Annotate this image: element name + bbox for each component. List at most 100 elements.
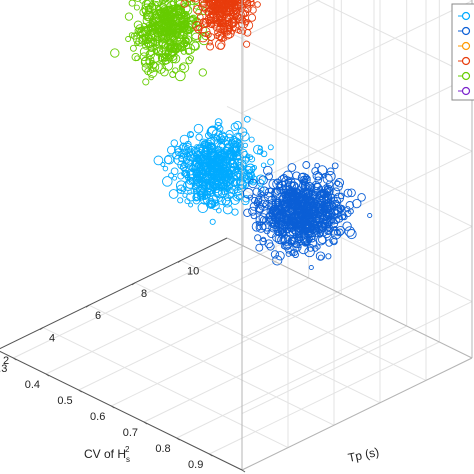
- data-point-series-0: [234, 150, 240, 157]
- data-point-series-1: [347, 188, 356, 198]
- data-point-series-3: [243, 18, 250, 25]
- data-point-series-4: [174, 70, 186, 82]
- data-point-series-0: [153, 155, 164, 166]
- data-point-series-1: [308, 223, 315, 230]
- data-point-series-1: [337, 210, 347, 221]
- x-tick-label-0: 0.3: [0, 363, 7, 375]
- axis-panes: [0, 238, 472, 470]
- grid-line-wall-right-h-1: [226, 105, 473, 227]
- grid-line-floor-tp-4: [180, 259, 427, 381]
- data-point-series-3: [222, 25, 232, 35]
- legend-marker-4: [461, 71, 471, 81]
- data-point-series-0: [218, 187, 228, 198]
- data-point-series-4: [165, 29, 173, 37]
- data-point-series-1: [343, 188, 353, 198]
- data-point-series-1: [301, 189, 311, 199]
- data-point-series-1: [274, 233, 286, 245]
- data-point-series-3: [198, 1, 209, 12]
- grid-line-wall-right-h-4: [469, 0, 473, 2]
- data-point-series-0: [184, 152, 192, 160]
- data-point-series-0: [217, 171, 227, 180]
- data-point-series-0: [207, 157, 217, 168]
- data-point-series-1: [254, 195, 263, 204]
- data-point-series-3: [214, 19, 222, 27]
- x-tick-mark-5: [176, 437, 180, 441]
- data-point-series-0: [175, 180, 187, 192]
- legend-marker-0: [461, 11, 471, 21]
- data-point-series-4: [151, 0, 162, 7]
- data-point-series-0: [235, 178, 247, 189]
- grid-line-floor-tp-1: [42, 327, 289, 449]
- data-point-series-1: [300, 181, 310, 190]
- data-point-series-0: [204, 173, 213, 182]
- x-tick-mark-6: [209, 453, 213, 457]
- data-point-series-1: [345, 201, 355, 210]
- data-point-series-1: [287, 236, 296, 246]
- data-point-series-4: [142, 78, 150, 86]
- data-point-series-4: [180, 48, 188, 55]
- data-point-series-0: [224, 157, 231, 164]
- data-point-series-3: [180, 0, 189, 8]
- data-point-series-3: [250, 1, 256, 7]
- data-point-series-4: [178, 9, 186, 17]
- data-point-series-4: [141, 56, 151, 66]
- data-point-series-1: [263, 165, 273, 176]
- data-point-series-4: [184, 37, 190, 43]
- data-point-series-1: [277, 219, 288, 231]
- box-edge-right-floor: [226, 237, 473, 359]
- grid-line-floor-cv-4: [143, 309, 375, 423]
- data-point-series-3: [235, 0, 243, 4]
- data-point-series-1: [298, 243, 309, 255]
- legend-marker-1: [461, 26, 471, 36]
- data-point-series-1: [285, 246, 292, 254]
- data-point-series-0: [216, 168, 223, 175]
- data-point-series-1: [253, 199, 261, 207]
- data-point-series-1: [248, 206, 258, 216]
- data-point-series-1: [255, 243, 264, 252]
- data-point-series-3: [245, 0, 255, 7]
- data-point-series-1: [326, 167, 335, 176]
- data-point-series-1: [291, 211, 299, 219]
- data-point-series-0: [267, 144, 274, 151]
- data-point-series-1: [319, 204, 324, 210]
- data-point-series-4: [153, 38, 163, 48]
- data-point-series-3: [192, 21, 203, 31]
- data-point-series-0: [246, 169, 255, 178]
- data-point-series-1: [293, 207, 302, 216]
- data-point-series-3: [202, 0, 208, 2]
- data-point-series-1: [290, 226, 298, 234]
- data-point-series-3: [239, 0, 251, 6]
- data-point-series-0: [197, 202, 209, 214]
- data-point-series-1: [302, 236, 312, 245]
- data-point-series-3: [204, 31, 212, 39]
- data-point-series-1: [296, 243, 302, 249]
- data-point-series-4: [152, 44, 164, 56]
- data-point-series-1: [344, 226, 355, 237]
- data-point-series-1: [254, 234, 262, 242]
- data-point-series-3: [217, 14, 225, 21]
- data-point-series-3: [214, 39, 226, 50]
- data-point-series-0: [192, 151, 202, 160]
- data-point-series-1: [321, 185, 328, 191]
- y-tick-label-1: 4: [49, 333, 55, 345]
- legend-marker-3: [461, 56, 471, 66]
- data-point-series-4: [152, 11, 160, 19]
- data-point-series-4: [201, 31, 210, 41]
- data-point-series-0: [197, 194, 204, 201]
- grid-line-wall-right-h-0: [226, 181, 473, 303]
- y-tick-mark-2: [85, 304, 90, 308]
- data-point-series-1: [280, 179, 292, 191]
- data-point-series-3: [224, 8, 233, 16]
- data-point-series-0: [230, 122, 239, 131]
- tick-labels: 0.30.40.50.60.70.80.91246810: [0, 259, 246, 473]
- data-point-series-0: [215, 207, 222, 214]
- grid-line-wall-left-h-5: [241, 0, 321, 39]
- data-point-series-4: [149, 62, 160, 72]
- data-point-series-0: [230, 136, 239, 145]
- data-point-series-3: [206, 42, 215, 51]
- data-point-series-0: [247, 154, 254, 161]
- data-point-series-1: [293, 183, 299, 189]
- data-point-series-1: [325, 216, 333, 225]
- data-point-series-0: [230, 163, 237, 169]
